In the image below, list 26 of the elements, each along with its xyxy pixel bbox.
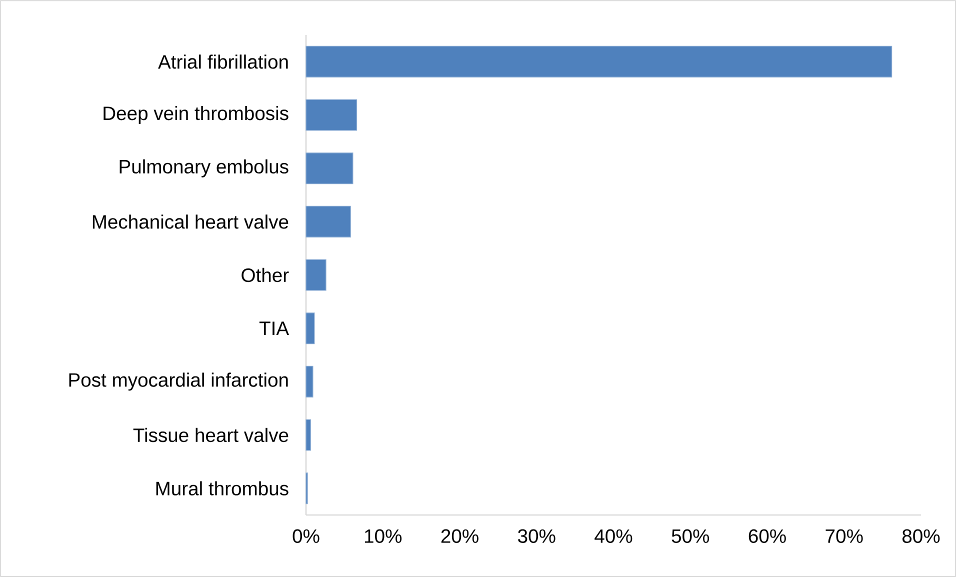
x-tick-label: 20%	[441, 529, 478, 543]
x-tick-label: 60%	[748, 529, 786, 543]
y-tick-label: Pulmonary embolus	[120, 159, 288, 178]
bar	[306, 152, 354, 184]
x-tick-label: 70%	[826, 529, 863, 543]
y-tick-label: Other	[242, 268, 289, 282]
y-tick-label: Mural thrombus	[156, 481, 288, 496]
y-tick-label: Tissue heart valve	[133, 428, 288, 442]
x-tick-label: 40%	[594, 529, 632, 543]
x-tick-label: 10%	[364, 529, 402, 543]
bar	[306, 259, 326, 291]
bar	[306, 312, 315, 344]
x-tick-label: 0%	[292, 529, 320, 543]
y-tick-label: Post myocardial infarction	[69, 372, 288, 391]
bar	[306, 419, 311, 451]
bar	[306, 366, 314, 398]
x-tick-label: 80%	[902, 529, 940, 543]
bar	[306, 206, 351, 238]
bar	[306, 46, 892, 78]
y-tick-label: TIA	[259, 322, 290, 335]
y-tick-label: Atrial fibrillation	[158, 54, 288, 69]
bar	[306, 99, 358, 131]
x-tick-label: 50%	[672, 529, 710, 543]
x-tick-label: 30%	[518, 529, 556, 543]
y-tick-label: Mechanical heart valve	[92, 214, 288, 229]
y-tick-label: Deep vein thrombosis	[104, 106, 288, 124]
